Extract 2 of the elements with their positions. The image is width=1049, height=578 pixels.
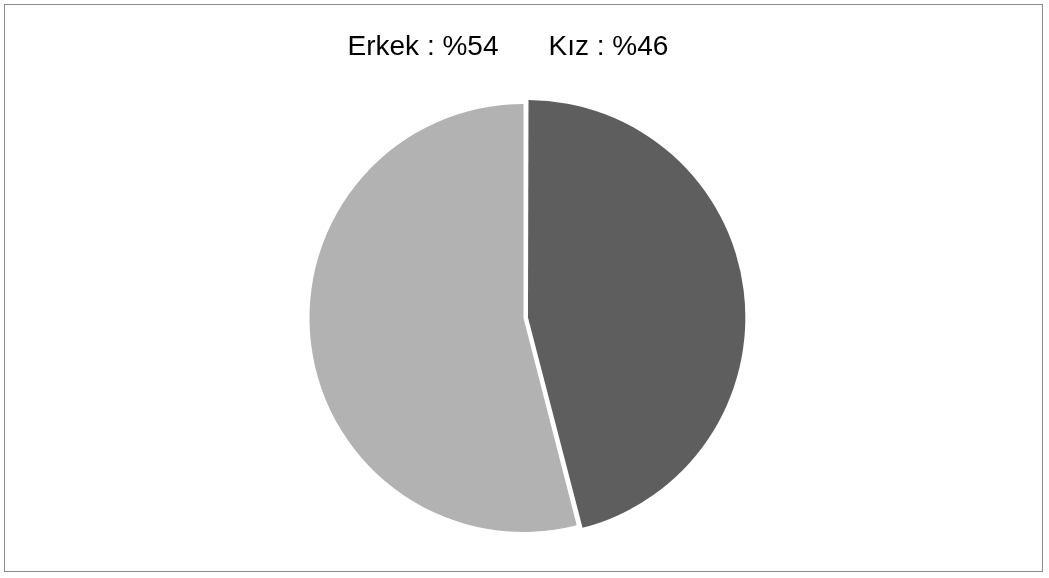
slice-label: Kız : %46 xyxy=(548,29,669,61)
slice-label: Erkek : %54 xyxy=(347,29,499,61)
